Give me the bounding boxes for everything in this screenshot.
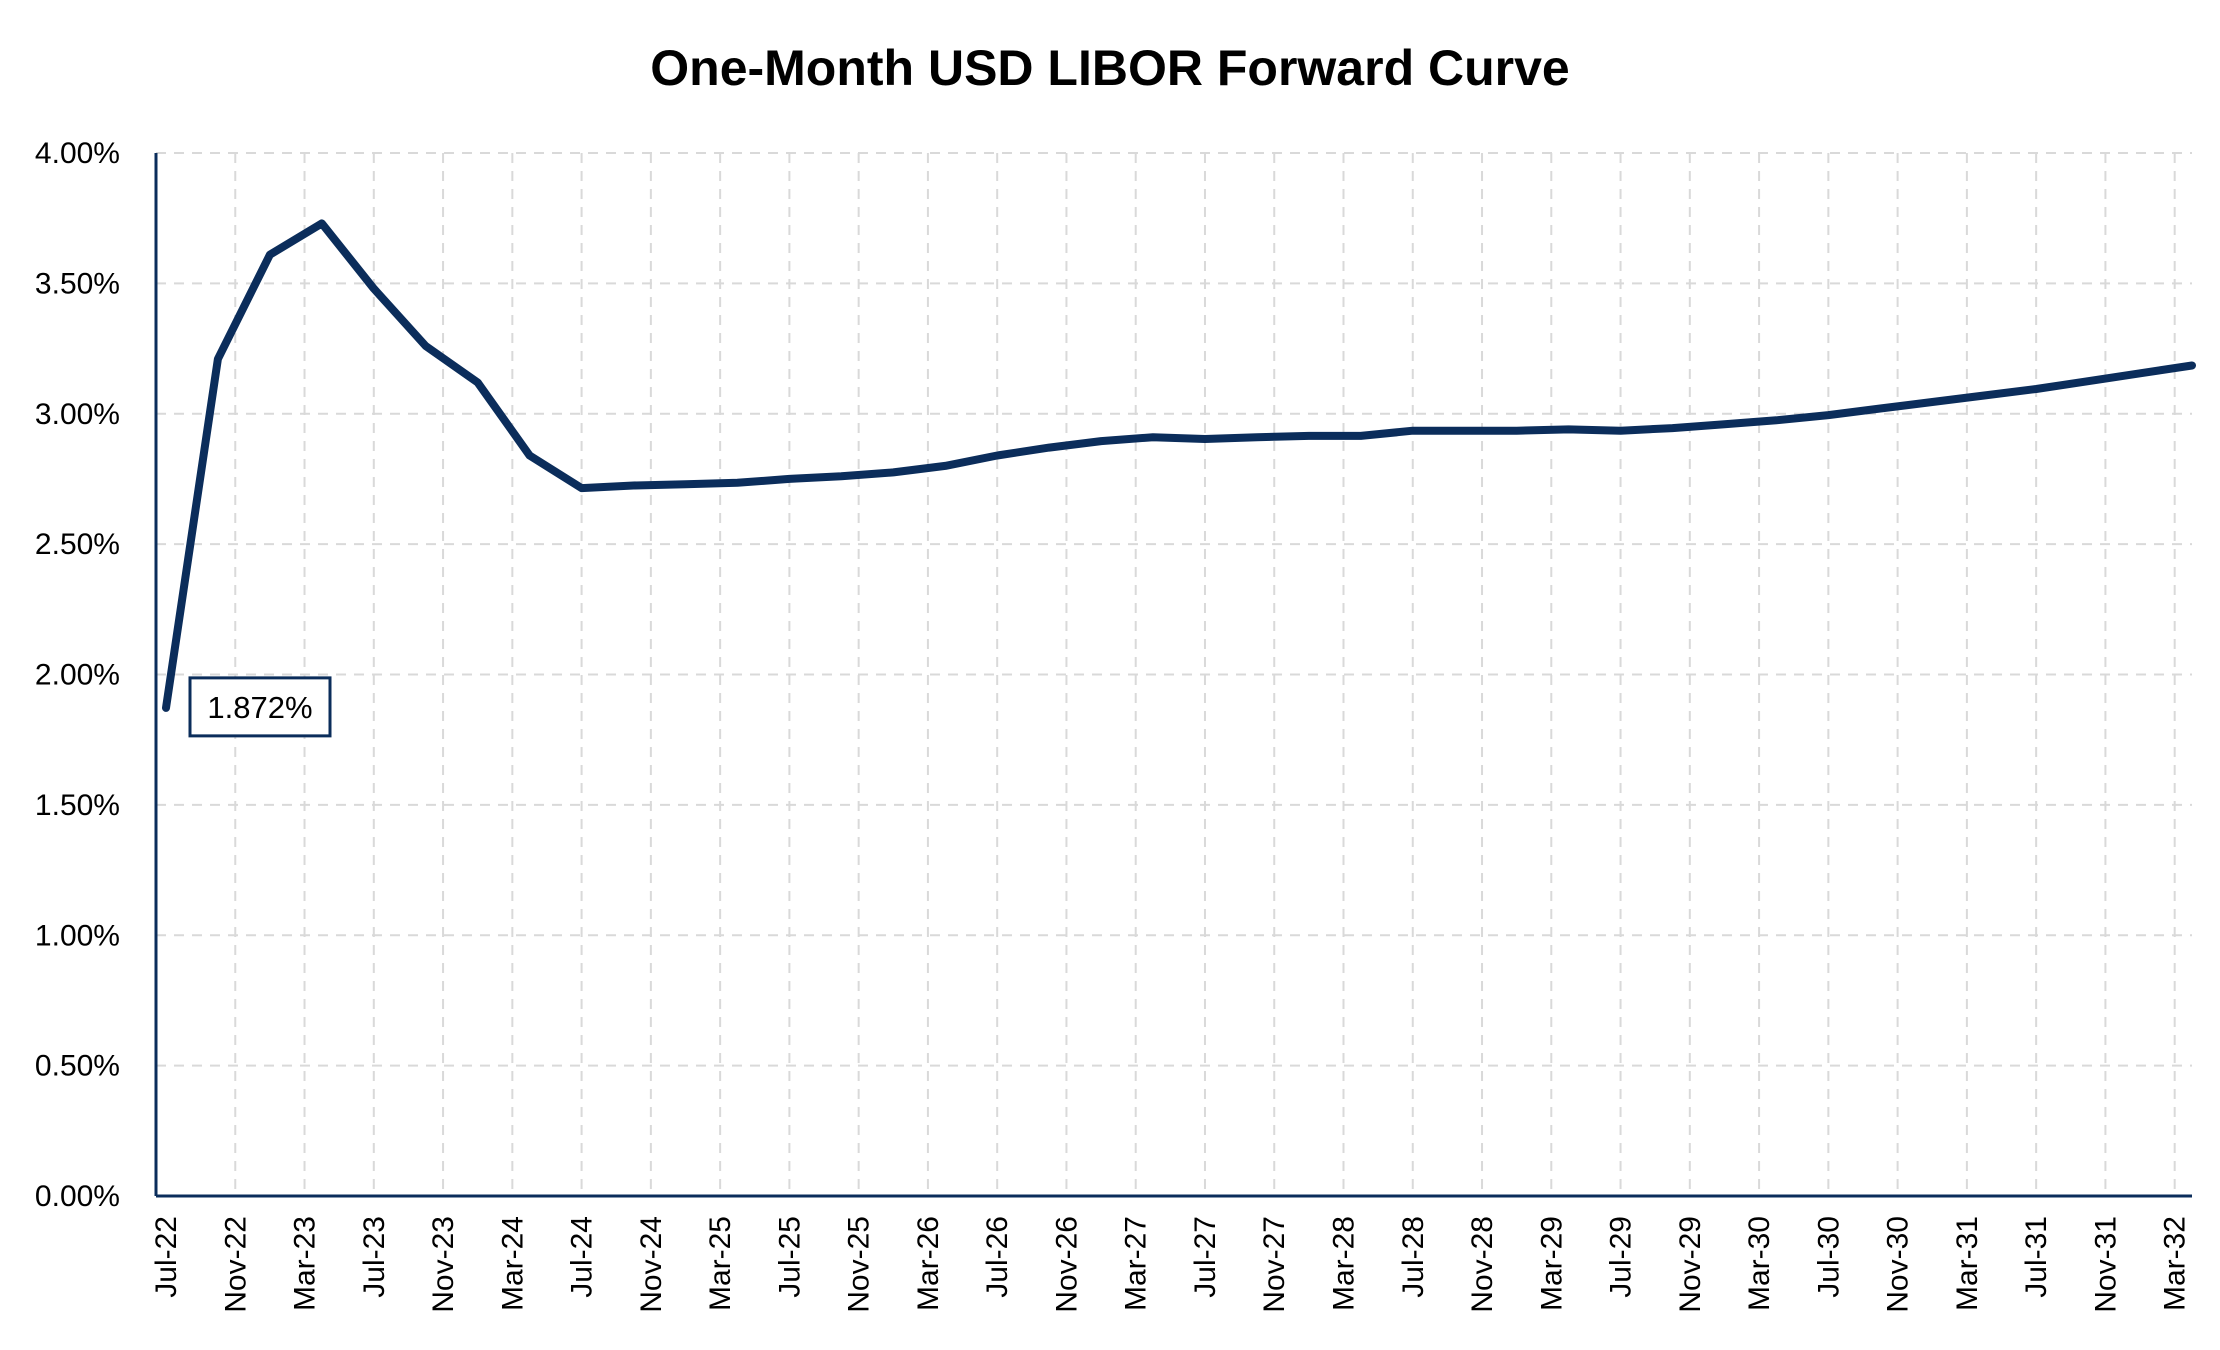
- x-tick-label: Jul-22: [150, 1216, 183, 1298]
- x-tick-label: Jul-24: [566, 1216, 599, 1298]
- x-tick-label: Jul-25: [773, 1216, 806, 1298]
- x-tick-label: Nov-22: [219, 1216, 252, 1313]
- x-tick-label: Jul-26: [981, 1216, 1014, 1298]
- y-tick-label: 2.50%: [35, 528, 120, 561]
- y-tick-label: 4.00%: [35, 137, 120, 170]
- data-label-box: [188, 676, 332, 738]
- x-tick-label: Jul-28: [1397, 1216, 1430, 1298]
- data-label: 1.872%: [188, 676, 332, 738]
- y-tick-label: 0.50%: [35, 1050, 120, 1083]
- x-tick-label: Nov-29: [1674, 1216, 1707, 1313]
- x-tick-label: Nov-23: [427, 1216, 460, 1313]
- x-tick-label: Jul-23: [358, 1216, 391, 1298]
- x-axis-tick-labels: Jul-22 Nov-22 Mar-23 Jul-23 Nov-23 Mar-24 Jul-…: [150, 1216, 2192, 1313]
- y-tick-label: 1.50%: [35, 789, 120, 822]
- series-group: [162, 219, 2196, 712]
- y-tick-label: 3.00%: [35, 398, 120, 431]
- x-tick-label: Jul-29: [1605, 1216, 1638, 1298]
- x-tick-label: Mar-25: [704, 1216, 737, 1311]
- x-tick-label: Mar-31: [1951, 1216, 1984, 1311]
- y-axis-tick-labels: 0.00% 0.50% 1.00% 1.50% 2.00% 2.50% 3.00% 3.50%…: [35, 137, 120, 1213]
- x-tick-label: Mar-24: [496, 1216, 529, 1311]
- x-tick-label: Nov-24: [635, 1216, 668, 1313]
- y-tick-label: 3.50%: [35, 267, 120, 300]
- x-tick-label: Nov-27: [1258, 1216, 1291, 1313]
- x-tick-label: Nov-31: [2089, 1216, 2122, 1313]
- x-tick-label: Nov-25: [843, 1216, 876, 1313]
- x-tick-label: Nov-30: [1882, 1216, 1915, 1313]
- chart-title: One-Month USD LIBOR Forward Curve: [650, 40, 1569, 96]
- data-labels: 1.872%: [188, 676, 332, 738]
- x-tick-label: Mar-23: [289, 1216, 322, 1311]
- data-label-text: 1.872%: [207, 690, 312, 725]
- x-tick-label: Mar-30: [1743, 1216, 1776, 1311]
- grid: [156, 152, 2192, 1196]
- x-tick-label: Mar-27: [1120, 1216, 1153, 1311]
- x-tick-label: Jul-31: [2020, 1216, 2053, 1298]
- y-tick-label: 2.00%: [35, 659, 120, 692]
- x-tick-label: Mar-29: [1535, 1216, 1568, 1311]
- series-line: [162, 219, 2196, 712]
- x-tick-label: Jul-30: [1812, 1216, 1845, 1298]
- y-tick-label: 1.00%: [35, 919, 120, 952]
- y-tick-label: 0.00%: [35, 1180, 120, 1213]
- axes: [154, 153, 2192, 1198]
- x-tick-label: Mar-28: [1328, 1216, 1361, 1311]
- x-tick-label: Mar-26: [912, 1216, 945, 1311]
- x-tick-label: Jul-27: [1189, 1216, 1222, 1298]
- x-tick-label: Mar-32: [2159, 1216, 2192, 1311]
- x-tick-label: Nov-26: [1050, 1216, 1083, 1313]
- x-tick-label: Nov-28: [1466, 1216, 1499, 1313]
